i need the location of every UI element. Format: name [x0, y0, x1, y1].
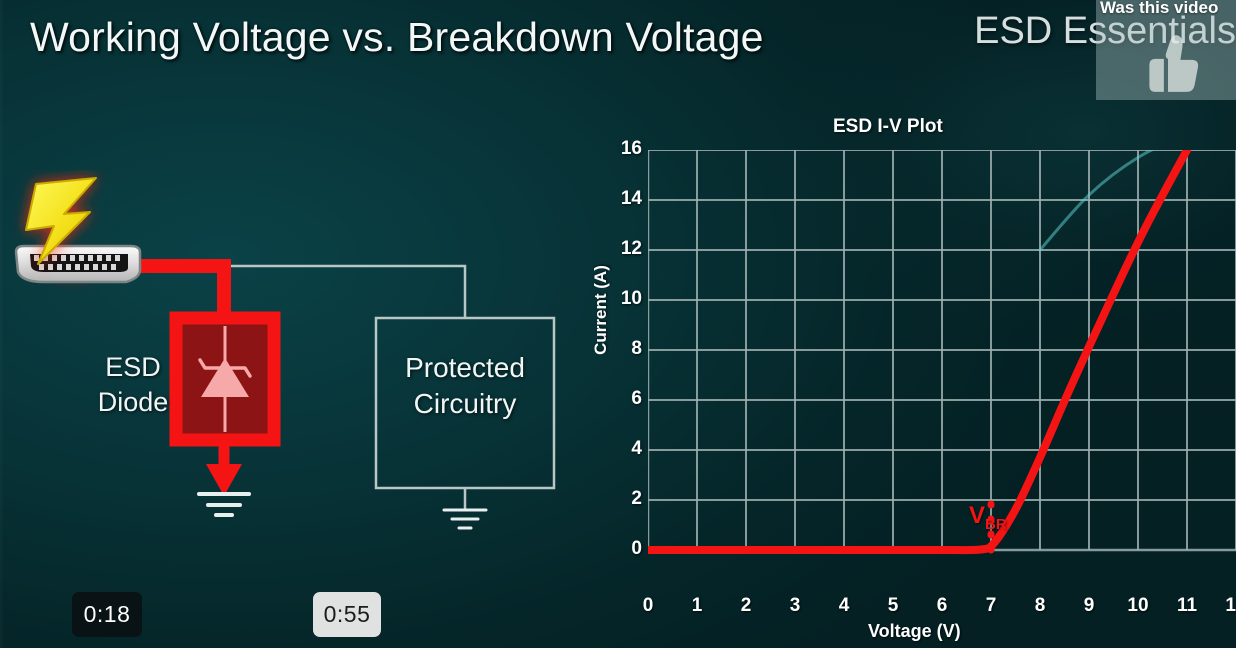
y-tick-label: 10 — [620, 288, 642, 309]
x-tick-label: 8 — [1034, 595, 1046, 616]
x-tick-label: 0 — [642, 595, 654, 616]
x-axis-label: Voltage (V) — [868, 621, 961, 641]
protected-circuitry-label: Protected Circuitry — [385, 350, 545, 423]
y-tick-label: 2 — [631, 488, 642, 509]
circuit-diagram: ESD Diode Protected Circuitry — [0, 170, 580, 550]
ground-symbol-icon-2 — [442, 508, 488, 530]
x-tick-label: 7 — [985, 595, 997, 616]
hdmi-connector-icon — [14, 244, 142, 284]
x-tick-label: 11 — [1176, 595, 1198, 616]
signal-wire — [150, 264, 467, 318]
x-tick-label: 6 — [936, 595, 948, 616]
protected-label-line1: Protected — [405, 352, 525, 383]
x-tick-label: 5 — [887, 595, 899, 616]
y-tick-label: 0 — [631, 538, 642, 559]
timestamp-total[interactable]: 0:55 — [313, 592, 381, 637]
survey-overlay-panel[interactable]: Was this video — [1096, 0, 1236, 100]
x-tick-label: 4 — [838, 595, 850, 616]
surge-arrow-head — [206, 464, 242, 496]
ground-symbol-icon — [197, 492, 251, 517]
x-tick-label: 12 — [1225, 595, 1236, 616]
y-tick-label: 12 — [620, 238, 642, 259]
tvs-diode-symbol-icon — [198, 326, 252, 432]
esd-diode-label-line1: ESD — [105, 352, 161, 382]
x-tick-label: 3 — [789, 595, 801, 616]
vbr-symbol: V — [969, 502, 986, 529]
x-tick-label: 2 — [740, 595, 752, 616]
breakdown-voltage-label: VBR — [969, 502, 1007, 533]
x-tick-label: 9 — [1083, 595, 1095, 616]
y-tick-label: 14 — [620, 188, 642, 209]
vbr-subscript: BR — [985, 515, 1007, 533]
plot-canvas — [648, 150, 1236, 555]
brand-title: ESD Essentials — [974, 10, 1236, 52]
y-tick-label: 16 — [620, 138, 642, 159]
x-tick-label: 1 — [691, 595, 703, 616]
x-tick-label: 10 — [1127, 595, 1149, 616]
grid-lines — [648, 150, 1236, 552]
y-tick-label: 6 — [631, 388, 642, 409]
background-accent-curve — [1038, 150, 1155, 252]
y-tick-label: 8 — [631, 338, 642, 359]
timestamp-current[interactable]: 0:18 — [72, 592, 142, 637]
protected-circuitry-block — [374, 316, 556, 510]
lightning-bolt-icon — [25, 177, 97, 265]
survey-question-text: Was this video — [1100, 0, 1219, 17]
chart-title: ESD I-V Plot — [833, 116, 943, 137]
thumbs-up-icon[interactable] — [1134, 32, 1202, 94]
y-tick-label: 4 — [631, 438, 642, 459]
protected-label-line2: Circuitry — [413, 388, 517, 420]
esd-diode-block — [169, 311, 281, 447]
page-title: Working Voltage vs. Breakdown Voltage — [30, 14, 764, 60]
esd-diode-label: ESD Diode — [78, 350, 188, 420]
esd-diode-label-line2: Diode — [97, 387, 169, 418]
y-axis-ticks: 0 2 4 6 8 10 12 14 16 — [578, 108, 642, 648]
